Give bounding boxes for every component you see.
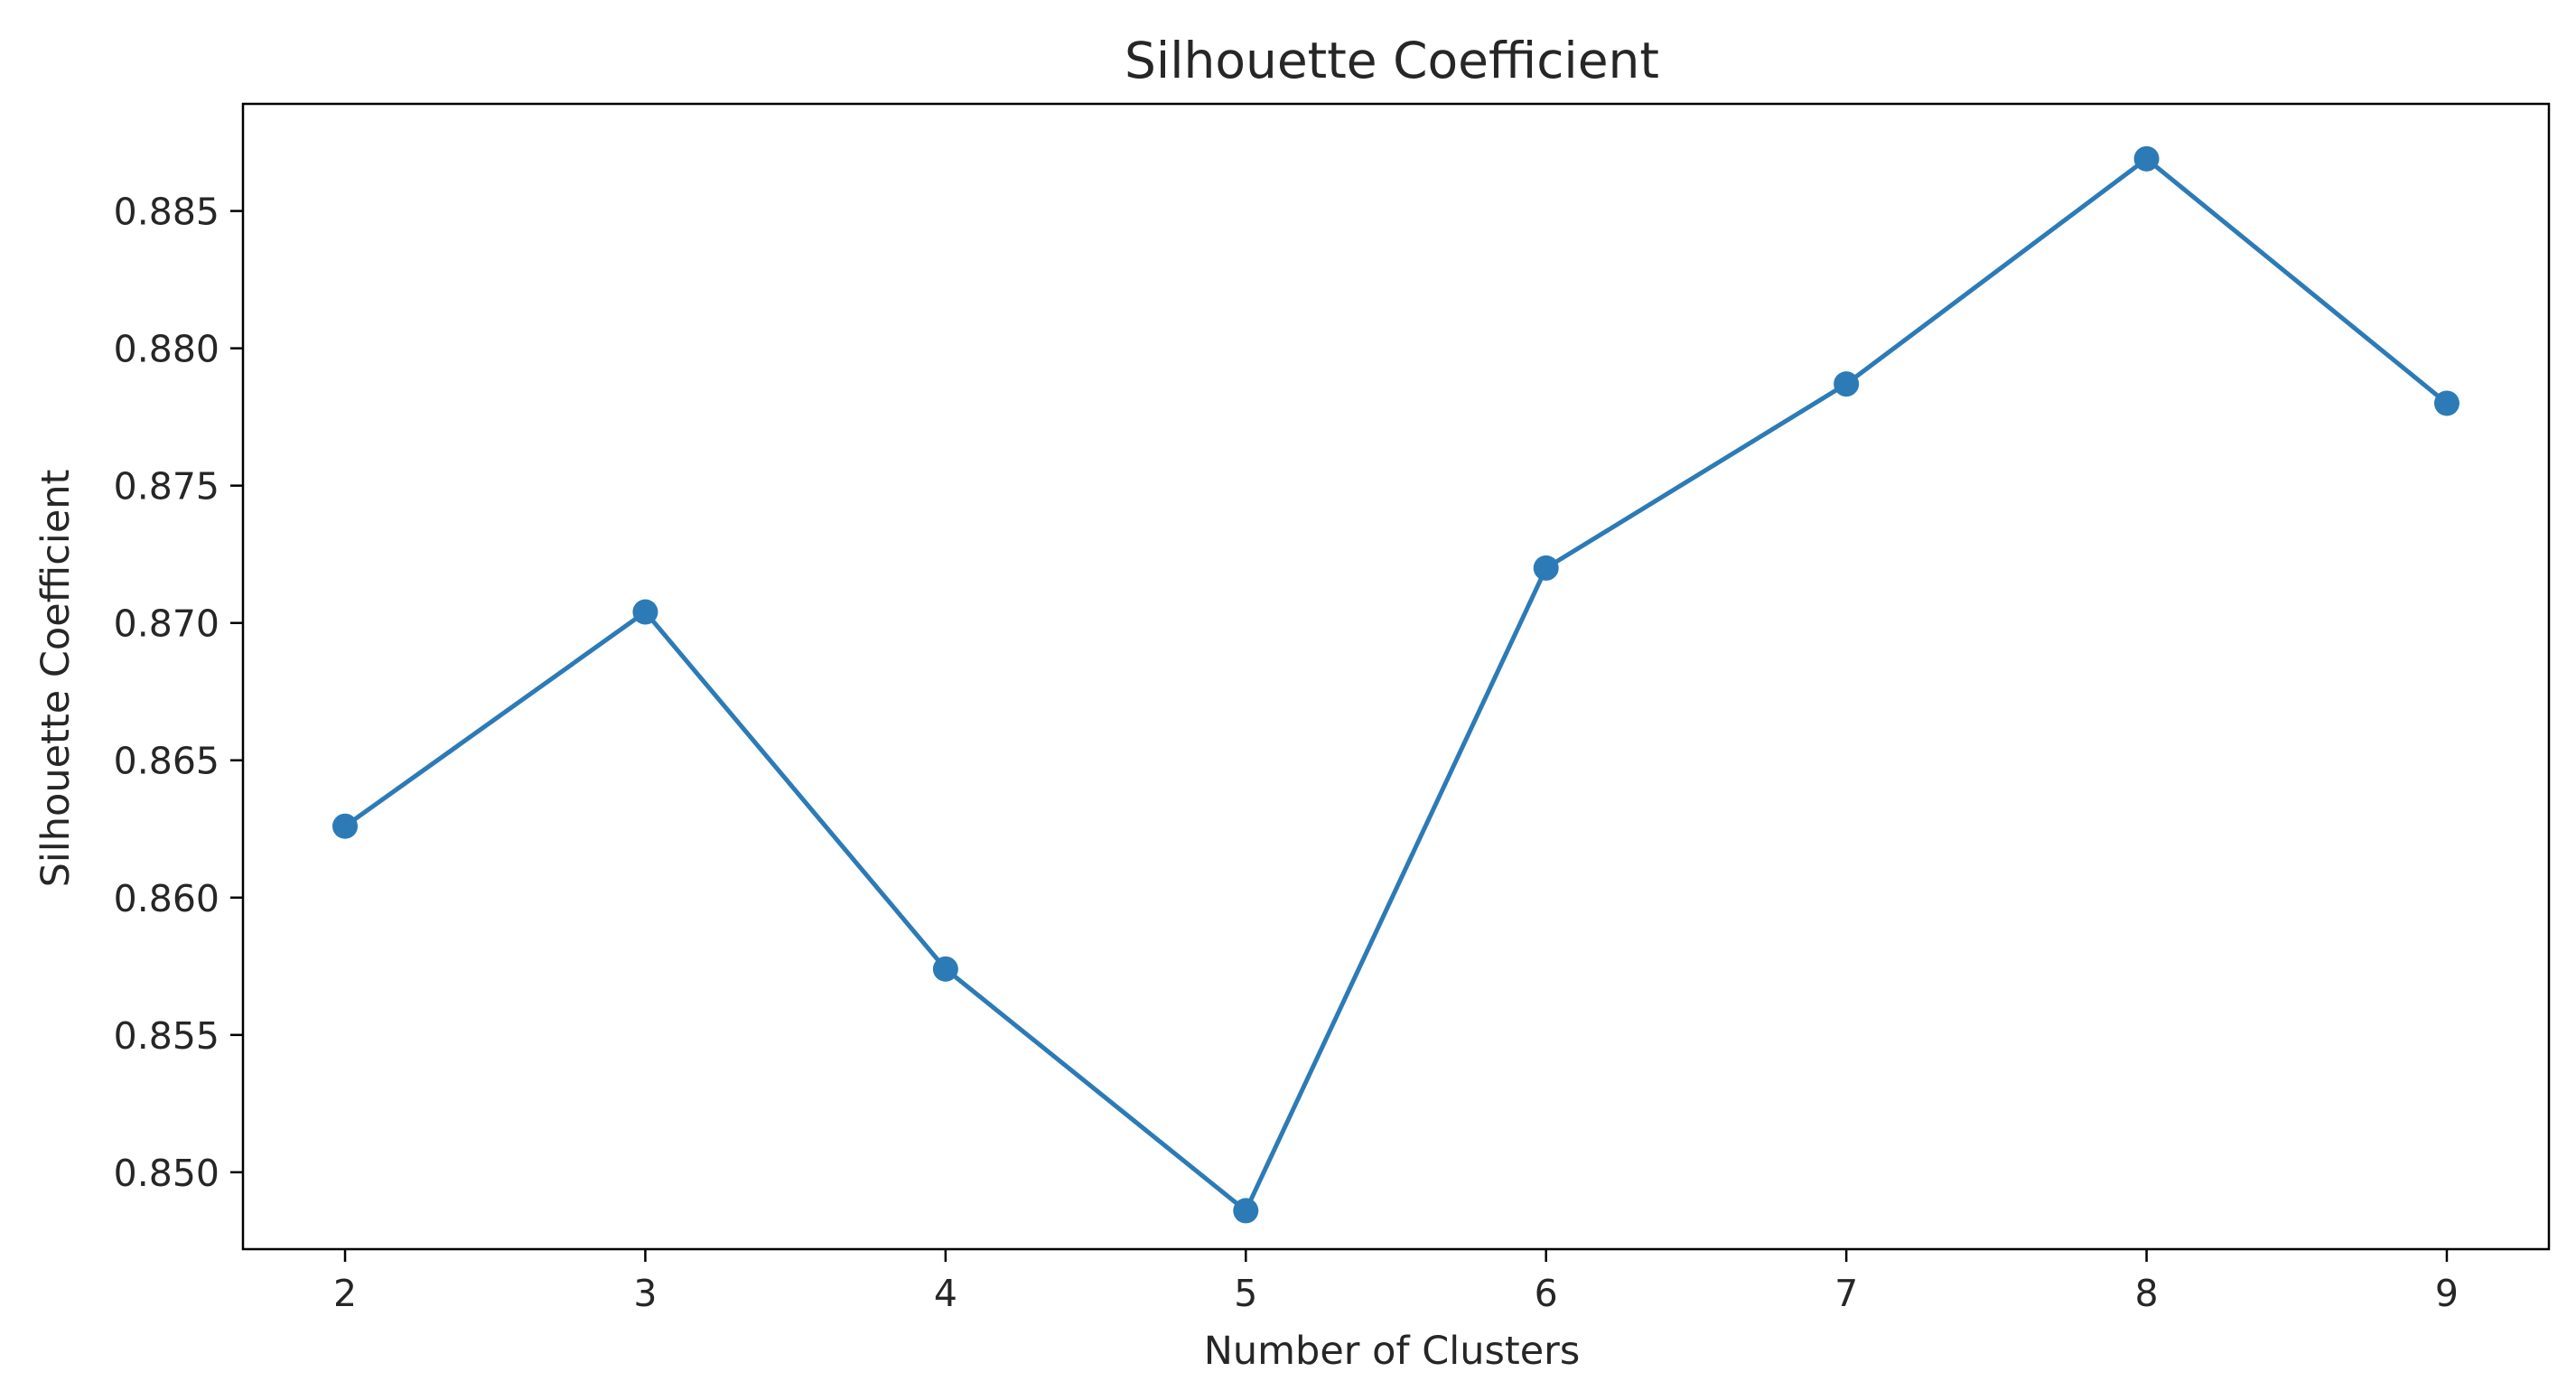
data-point [1533, 555, 1559, 581]
data-point [632, 599, 658, 625]
y-tick-label: 0.865 [114, 740, 219, 783]
x-tick-label: 5 [1234, 1272, 1257, 1315]
y-tick-label: 0.860 [114, 877, 219, 920]
plot-area: 2 3 4 5 6 7 8 9 0.850 0.855 0.860 0.865 0.870 0.875 0.… [114, 102, 2551, 1315]
y-tick-label: 0.885 [114, 191, 219, 234]
data-point [1233, 1198, 1259, 1224]
data-point [332, 813, 359, 839]
chart-title: Silhouette Coefficient [1125, 32, 1659, 89]
x-axis-label: Number of Clusters [1204, 1329, 1581, 1374]
y-tick-label: 0.875 [114, 465, 219, 509]
y-axis-label: Silhouette Coefficient [33, 470, 79, 888]
data-point [2133, 145, 2160, 172]
data-point [2433, 390, 2459, 416]
x-tick-label: 7 [1834, 1272, 1858, 1315]
x-tick-label: 9 [2435, 1272, 2459, 1315]
y-tick-label: 0.855 [114, 1014, 219, 1058]
y-tick-label: 0.870 [114, 602, 219, 646]
x-tick-label: 4 [934, 1272, 957, 1315]
x-tick-label: 3 [633, 1272, 657, 1315]
x-tick-label: 6 [1535, 1272, 1558, 1315]
y-tick-label: 0.880 [114, 328, 219, 371]
x-tick-label: 2 [333, 1272, 357, 1315]
data-point [1834, 371, 1860, 397]
y-tick-label: 0.850 [114, 1152, 219, 1195]
axes-frame [241, 102, 2551, 1251]
series-line [342, 156, 2450, 1213]
data-point [932, 956, 958, 982]
x-tick-label: 8 [2135, 1272, 2159, 1315]
